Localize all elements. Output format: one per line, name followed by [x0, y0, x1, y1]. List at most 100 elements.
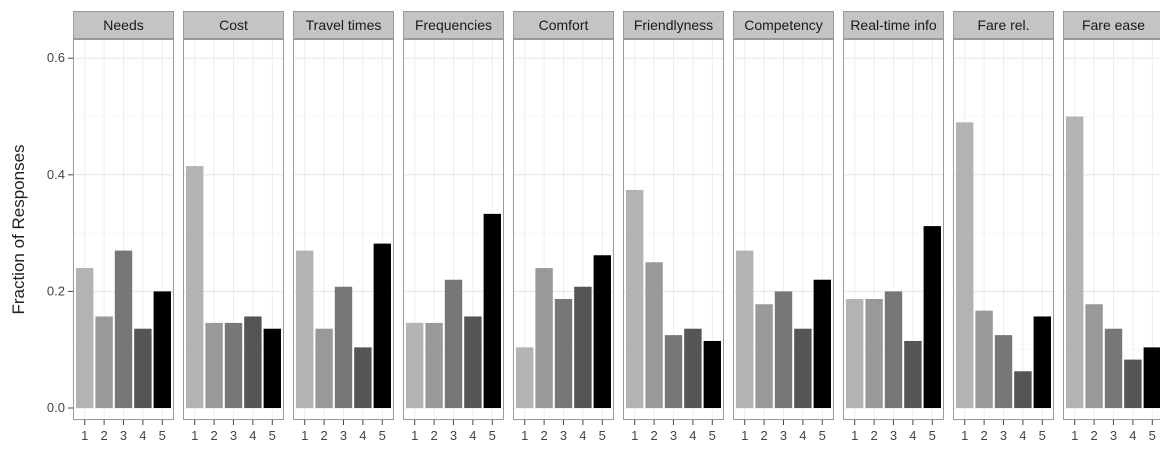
y-tick-label: 0.0 [47, 400, 65, 415]
bar [865, 299, 882, 408]
x-tick-label: 1 [1071, 428, 1078, 443]
x-tick-label: 5 [1039, 428, 1046, 443]
facet-strip-label: Frequencies [415, 17, 492, 33]
x-tick-label: 1 [961, 428, 968, 443]
x-tick-label: 2 [760, 428, 767, 443]
x-tick-label: 2 [980, 428, 987, 443]
facet-strip-label: Fare ease [1082, 17, 1145, 33]
bar [594, 255, 611, 408]
bar [1105, 329, 1122, 408]
bar [535, 268, 552, 408]
x-tick-label: 3 [780, 428, 787, 443]
x-tick-label: 4 [139, 428, 146, 443]
bar [704, 341, 721, 408]
bar [645, 262, 662, 408]
x-tick-label: 2 [870, 428, 877, 443]
bar [516, 347, 533, 408]
x-tick-label: 4 [359, 428, 366, 443]
bar [995, 335, 1012, 408]
y-tick-label: 0.6 [47, 50, 65, 65]
bar [885, 291, 902, 408]
bar [205, 323, 222, 408]
x-tick-label: 3 [450, 428, 457, 443]
bar [555, 299, 572, 408]
bar [354, 347, 371, 408]
bar [736, 251, 753, 408]
facet-strip-label: Friendlyness [634, 17, 713, 33]
x-tick-label: 5 [159, 428, 166, 443]
bar [225, 323, 242, 408]
x-tick-label: 2 [430, 428, 437, 443]
bar [425, 323, 442, 408]
bar [315, 329, 332, 408]
x-tick-label: 2 [650, 428, 657, 443]
bar [794, 329, 811, 408]
bar [484, 214, 501, 408]
bar [665, 335, 682, 408]
x-tick-label: 3 [1000, 428, 1007, 443]
x-tick-label: 5 [709, 428, 716, 443]
x-tick-label: 4 [1019, 428, 1026, 443]
bar [684, 329, 701, 408]
y-tick-label: 0.2 [47, 283, 65, 298]
bar [1085, 304, 1102, 408]
bar [1124, 360, 1141, 408]
x-tick-label: 4 [469, 428, 476, 443]
x-tick-label: 3 [670, 428, 677, 443]
bar [406, 323, 423, 408]
x-tick-label: 1 [521, 428, 528, 443]
bar [574, 287, 591, 408]
x-tick-label: 1 [81, 428, 88, 443]
bar [115, 251, 132, 408]
x-tick-label: 4 [689, 428, 696, 443]
bar [1014, 371, 1031, 408]
bar [904, 341, 921, 408]
bar [244, 316, 261, 408]
bar [374, 244, 391, 408]
bar [95, 316, 112, 408]
x-tick-label: 2 [1090, 428, 1097, 443]
y-tick-label: 0.4 [47, 167, 65, 182]
bar [626, 190, 643, 408]
bar [1144, 347, 1160, 408]
y-axis-title: Fraction of Responses [9, 144, 28, 314]
facet-strip-label: Comfort [539, 17, 589, 33]
bar [814, 280, 831, 408]
x-tick-label: 3 [120, 428, 127, 443]
x-tick-label: 1 [301, 428, 308, 443]
x-tick-label: 5 [1149, 428, 1156, 443]
x-tick-label: 1 [631, 428, 638, 443]
bar [264, 329, 281, 408]
x-tick-label: 3 [340, 428, 347, 443]
x-tick-label: 4 [1129, 428, 1136, 443]
x-tick-label: 3 [890, 428, 897, 443]
facet-strip-label: Fare rel. [977, 17, 1029, 33]
facet-strip-label: Travel times [306, 17, 382, 33]
x-tick-label: 5 [819, 428, 826, 443]
bar [296, 251, 313, 408]
bar [924, 226, 941, 408]
x-tick-label: 2 [320, 428, 327, 443]
facet-strip-label: Competency [744, 17, 823, 33]
x-tick-label: 3 [230, 428, 237, 443]
bar [134, 329, 151, 408]
bar [464, 316, 481, 408]
x-tick-label: 5 [929, 428, 936, 443]
bar [956, 122, 973, 408]
x-tick-label: 4 [579, 428, 586, 443]
bar [186, 166, 203, 408]
x-tick-label: 2 [210, 428, 217, 443]
bar [1066, 117, 1083, 409]
bar [154, 291, 171, 408]
bar [846, 299, 863, 408]
